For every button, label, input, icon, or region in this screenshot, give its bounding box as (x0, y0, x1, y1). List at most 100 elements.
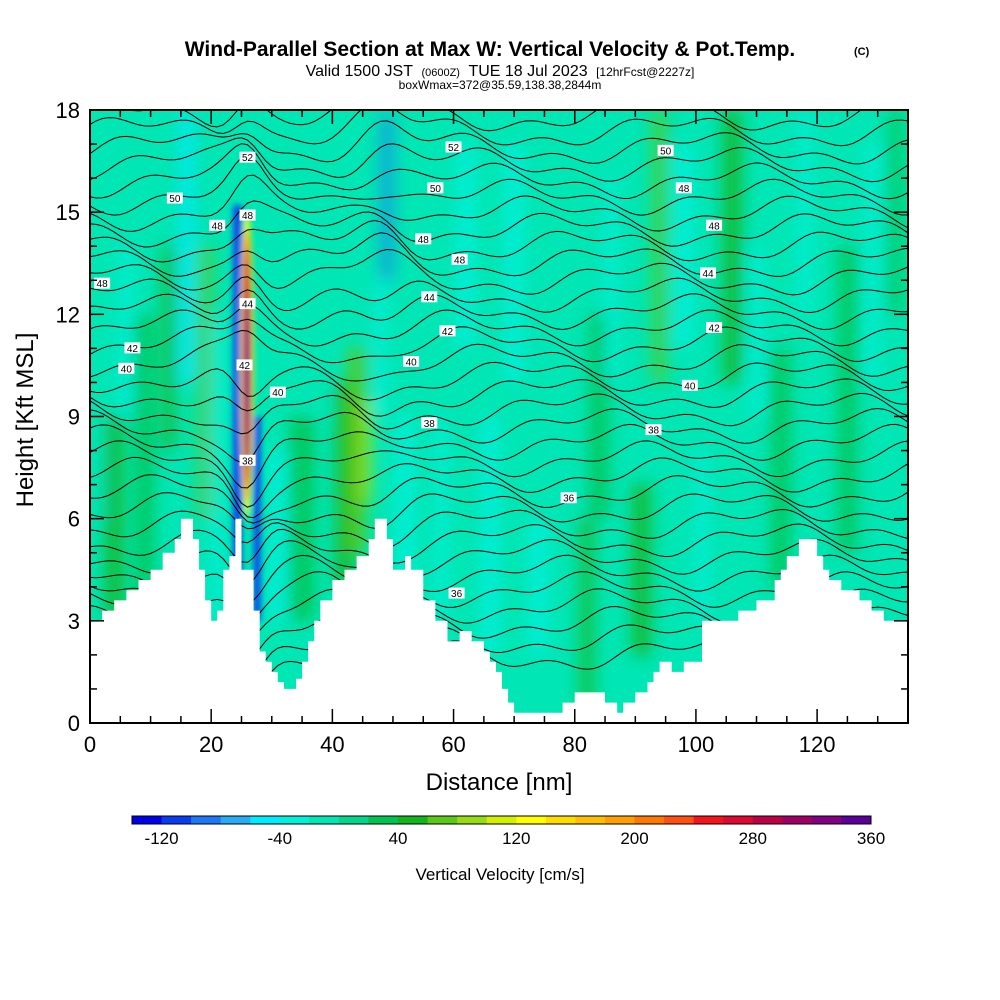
contour-label: 44 (421, 291, 438, 304)
y-tick-label: 9 (68, 405, 80, 430)
colorbar-label: 200 (620, 829, 648, 848)
contour-label: 48 (415, 233, 432, 246)
colorbar-swatch (368, 816, 399, 824)
contour-label: 50 (427, 182, 444, 195)
subtitle-utc: (0600Z) (421, 67, 460, 79)
contour-label: 44 (700, 267, 717, 280)
colorbar-swatch (811, 816, 842, 824)
colorbar-swatch (575, 816, 606, 824)
colorbar-swatch (457, 816, 488, 824)
y-axis-label: Height [Kft MSL] (12, 333, 39, 508)
contour-label: 38 (239, 454, 256, 467)
isentrope-line (90, 154, 908, 216)
svg-text:48: 48 (678, 184, 690, 195)
colorbar-swatch (545, 816, 576, 824)
svg-text:42: 42 (127, 344, 139, 355)
isentrope-line (90, 508, 908, 549)
svg-text:44: 44 (702, 269, 714, 280)
contour-label: 42 (439, 325, 456, 338)
colorbar-swatch (604, 816, 636, 824)
svg-text:48: 48 (212, 221, 224, 232)
isentrope-line (90, 276, 908, 314)
colorbar-swatch (191, 816, 222, 824)
svg-text:36: 36 (451, 589, 463, 600)
colorbar-label: 40 (389, 829, 408, 848)
isentrope-line (90, 456, 908, 519)
colorbar-swatch (634, 816, 665, 824)
y-tick-label: 15 (56, 200, 80, 225)
isentrope-line (90, 440, 908, 508)
contour-label: 36 (448, 587, 465, 600)
isentrope-line (90, 137, 908, 183)
svg-text:44: 44 (424, 293, 436, 304)
colorbar-swatch (664, 816, 695, 824)
isentrope-line (90, 318, 908, 364)
isentrope-line (90, 200, 908, 248)
copyright-mark: (C) (854, 46, 870, 58)
chart-title: Wind-Parallel Section at Max W: Vertical… (185, 38, 796, 61)
contour-label: 50 (657, 144, 674, 157)
colorbar-swatch (309, 816, 340, 824)
svg-text:48: 48 (97, 279, 109, 290)
contour-label: 48 (94, 277, 111, 290)
svg-text:42: 42 (239, 361, 251, 372)
contour-label: 52 (239, 151, 256, 164)
svg-text:50: 50 (169, 194, 181, 205)
svg-text:50: 50 (430, 184, 442, 195)
colorbar-swatch (486, 816, 517, 824)
isentrope-line (90, 248, 908, 296)
contour-label: 44 (239, 298, 256, 311)
colorbar-label: 360 (857, 829, 885, 848)
colorbar-swatch (427, 816, 458, 824)
x-tick-label: 120 (799, 732, 836, 757)
isentrope-line (127, 110, 862, 132)
isentrope-line (90, 289, 908, 331)
colorbar-title: Vertical Velocity [cm/s] (415, 865, 584, 884)
svg-text:44: 44 (242, 300, 254, 311)
colorbar-swatch (338, 816, 369, 824)
colorbar-swatch (161, 816, 192, 824)
svg-text:40: 40 (406, 358, 418, 369)
colorbar-label: 280 (739, 829, 767, 848)
isentrope-line (90, 407, 908, 464)
svg-text:40: 40 (121, 364, 133, 375)
contour-label: 40 (681, 379, 698, 392)
svg-text:40: 40 (272, 388, 284, 399)
x-tick-label: 20 (199, 732, 223, 757)
contour-label: 38 (645, 424, 662, 437)
chart-subtitle: Valid 1500 JST (0600Z) TUE 18 Jul 2023 [… (306, 63, 695, 80)
colorbar-swatch (782, 816, 813, 824)
x-tick-label: 40 (320, 732, 344, 757)
isentrope-line (90, 523, 908, 564)
colorbar-swatch (250, 816, 281, 824)
terrain (90, 518, 908, 723)
isentrope-line (90, 361, 908, 401)
isentrope-line (90, 219, 908, 263)
isentrope-line (90, 174, 908, 232)
svg-text:38: 38 (648, 426, 660, 437)
isentrope-line (90, 304, 908, 347)
isentrope-line (90, 538, 908, 584)
colorbar-label: 120 (502, 829, 530, 848)
colorbar-label: -120 (145, 829, 179, 848)
contour-label: 48 (675, 182, 692, 195)
colorbar-swatch (723, 816, 754, 824)
isentrope-line (90, 492, 908, 530)
isentrope-line (90, 143, 908, 200)
svg-text:42: 42 (442, 327, 454, 338)
colorbar-swatch (841, 816, 872, 824)
svg-text:52: 52 (242, 153, 254, 164)
svg-text:52: 52 (448, 143, 460, 154)
svg-text:48: 48 (454, 255, 466, 266)
isentrope-line (90, 392, 908, 435)
colorbar-swatch (279, 816, 310, 824)
subtitle-date: TUE 18 Jul 2023 (468, 63, 587, 80)
colorbar-swatch (398, 816, 429, 824)
svg-text:48: 48 (418, 235, 430, 246)
contour-label: 48 (706, 219, 723, 232)
x-tick-label: 60 (441, 732, 465, 757)
svg-text:38: 38 (424, 419, 436, 430)
x-tick-label: 0 (84, 732, 96, 757)
svg-text:50: 50 (660, 146, 672, 157)
